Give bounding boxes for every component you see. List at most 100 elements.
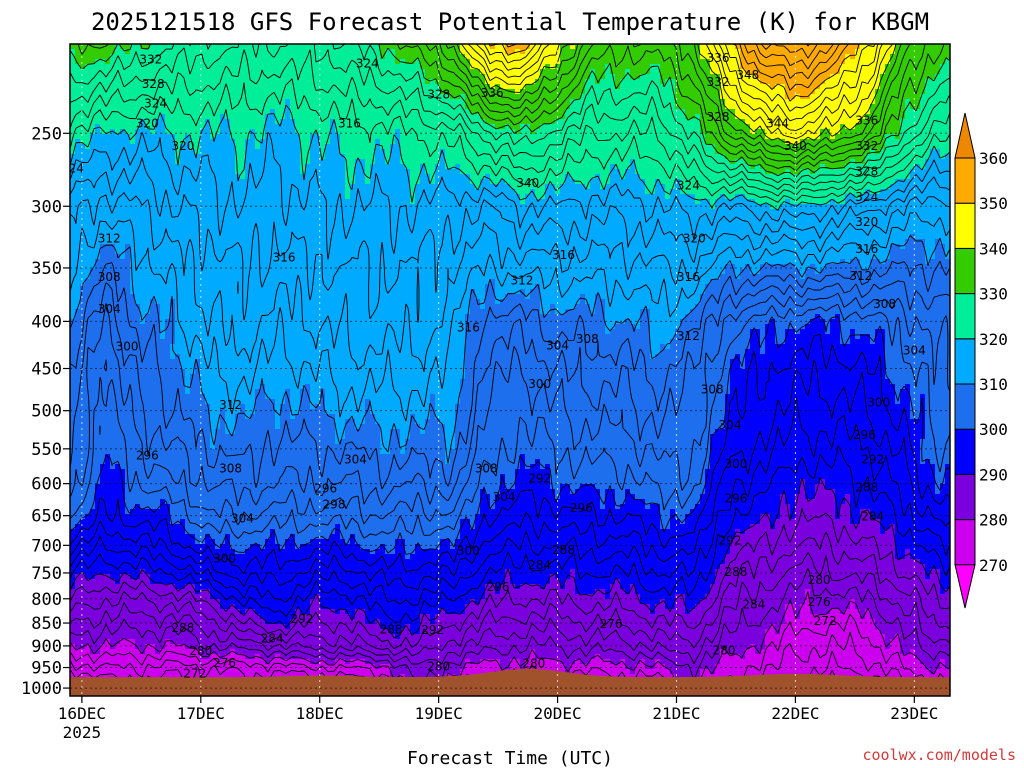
fill-cell bbox=[155, 584, 161, 590]
fill-cell bbox=[255, 439, 261, 445]
fill-cell bbox=[210, 259, 216, 265]
fill-cell bbox=[130, 574, 136, 580]
fill-cell bbox=[240, 229, 246, 235]
fill-cell bbox=[85, 649, 91, 655]
fill-cell bbox=[245, 319, 251, 325]
fill-cell bbox=[200, 339, 206, 345]
fill-cell bbox=[185, 164, 191, 170]
fill-cell bbox=[75, 344, 81, 350]
fill-cell bbox=[95, 154, 101, 160]
fill-cell bbox=[170, 574, 176, 580]
fill-cell bbox=[225, 384, 231, 390]
fill-cell bbox=[150, 309, 156, 315]
fill-cell bbox=[210, 389, 216, 395]
fill-cell bbox=[85, 479, 91, 485]
fill-cell bbox=[135, 169, 141, 175]
fill-cell bbox=[135, 94, 141, 100]
fill-cell bbox=[215, 249, 221, 255]
fill-cell bbox=[170, 159, 176, 165]
fill-cell bbox=[240, 174, 246, 180]
fill-cell bbox=[180, 319, 186, 325]
fill-cell bbox=[90, 134, 96, 140]
fill-cell bbox=[155, 344, 161, 350]
fill-cell bbox=[240, 319, 246, 325]
fill-cell bbox=[220, 569, 226, 575]
fill-cell bbox=[230, 659, 236, 665]
fill-cell bbox=[245, 584, 251, 590]
fill-cell bbox=[125, 424, 131, 430]
fill-cell bbox=[145, 554, 151, 560]
fill-cell bbox=[200, 269, 206, 275]
fill-cell bbox=[155, 529, 161, 535]
fill-cell bbox=[115, 119, 121, 125]
fill-cell bbox=[160, 129, 166, 135]
fill-cell bbox=[230, 199, 236, 205]
fill-cell bbox=[215, 329, 221, 335]
fill-cell bbox=[110, 499, 116, 505]
fill-cell bbox=[235, 249, 241, 255]
fill-cell bbox=[170, 234, 176, 240]
fill-cell bbox=[235, 434, 241, 440]
fill-cell bbox=[85, 309, 91, 315]
fill-cell bbox=[80, 259, 86, 265]
fill-cell bbox=[155, 129, 161, 135]
fill-cell bbox=[230, 519, 236, 525]
fill-cell bbox=[75, 294, 81, 300]
fill-cell bbox=[230, 254, 236, 260]
fill-cell bbox=[85, 199, 91, 205]
fill-cell bbox=[240, 509, 246, 515]
fill-cell bbox=[120, 569, 126, 575]
fill-cell bbox=[185, 449, 191, 455]
fill-cell bbox=[145, 649, 151, 655]
fill-cell bbox=[190, 564, 196, 570]
fill-cell bbox=[230, 544, 236, 550]
fill-cell bbox=[215, 674, 221, 680]
fill-cell bbox=[200, 129, 206, 135]
fill-cell bbox=[235, 54, 241, 60]
fill-cell bbox=[215, 374, 221, 380]
fill-cell bbox=[240, 429, 246, 435]
fill-cell bbox=[195, 379, 201, 385]
fill-cell bbox=[150, 214, 156, 220]
fill-cell bbox=[215, 619, 221, 625]
fill-cell bbox=[205, 284, 211, 290]
fill-cell bbox=[245, 304, 251, 310]
fill-cell bbox=[200, 259, 206, 265]
fill-cell bbox=[140, 129, 146, 135]
fill-cell bbox=[170, 559, 176, 565]
fill-cell bbox=[150, 389, 156, 395]
fill-cell bbox=[75, 529, 81, 535]
fill-cell bbox=[195, 319, 201, 325]
fill-cell bbox=[115, 584, 121, 590]
fill-cell bbox=[225, 49, 231, 55]
fill-cell bbox=[200, 334, 206, 340]
fill-cell bbox=[235, 629, 241, 635]
fill-cell bbox=[100, 159, 106, 165]
fill-cell bbox=[150, 189, 156, 195]
fill-cell bbox=[185, 324, 191, 330]
fill-cell bbox=[125, 224, 131, 230]
fill-cell bbox=[230, 49, 236, 55]
fill-cell bbox=[170, 199, 176, 205]
fill-cell bbox=[75, 494, 81, 500]
fill-cell bbox=[120, 74, 126, 80]
fill-cell bbox=[120, 139, 126, 145]
fill-cell bbox=[90, 419, 96, 425]
fill-cell bbox=[100, 459, 106, 465]
fill-cell bbox=[130, 304, 136, 310]
fill-cell bbox=[235, 254, 241, 260]
fill-cell bbox=[200, 389, 206, 395]
fill-cell bbox=[255, 474, 261, 480]
fill-cell bbox=[210, 574, 216, 580]
fill-cell bbox=[215, 79, 221, 85]
fill-cell bbox=[135, 399, 141, 405]
fill-cell bbox=[95, 389, 101, 395]
fill-cell bbox=[250, 639, 256, 645]
fill-cell bbox=[250, 164, 256, 170]
fill-cell bbox=[170, 389, 176, 395]
fill-cell bbox=[80, 489, 86, 495]
fill-cell bbox=[165, 49, 171, 55]
fill-cell bbox=[145, 594, 151, 600]
fill-cell bbox=[200, 529, 206, 535]
fill-cell bbox=[255, 189, 261, 195]
